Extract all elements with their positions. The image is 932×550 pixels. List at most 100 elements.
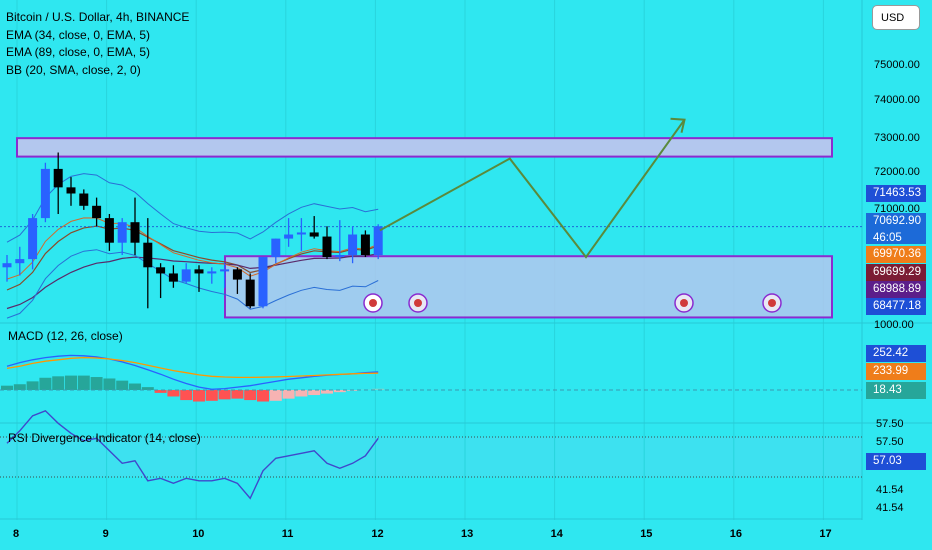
price-tag: 69699.29 xyxy=(866,264,926,281)
candle-body xyxy=(271,238,281,258)
symbol-title: Bitcoin / U.S. Dollar, 4h, BINANCE xyxy=(6,10,190,24)
time-tick-label: 14 xyxy=(550,528,563,540)
time-tick-label: 11 xyxy=(281,528,294,540)
macd-bar xyxy=(333,390,346,393)
macd-bar xyxy=(231,390,244,399)
macd-bar xyxy=(26,381,39,390)
price-tag-value: 69699.29 xyxy=(873,266,921,278)
price-tag: 69970.36 xyxy=(866,246,926,263)
candle-body xyxy=(296,232,306,235)
macd-bar xyxy=(257,390,269,402)
bb-upper xyxy=(6,173,379,243)
economic-event-icon xyxy=(408,293,428,313)
rsi-band xyxy=(0,437,862,477)
macd-bar xyxy=(1,385,13,390)
resistance-zone xyxy=(16,137,833,158)
candle-body xyxy=(309,232,319,237)
macd-line xyxy=(6,354,379,390)
macd-bar xyxy=(295,390,308,397)
signal-line xyxy=(6,356,379,379)
time-tick-label: 17 xyxy=(819,528,832,540)
price-tick-label: 74000.00 xyxy=(874,94,920,106)
price-tag: 71463.53 xyxy=(866,185,926,202)
macd-bar xyxy=(372,388,385,390)
bb-legend: BB (20, SMA, close, 2, 0) xyxy=(6,62,141,77)
candle-body xyxy=(207,271,217,274)
candle-body xyxy=(220,269,230,272)
macd-bar xyxy=(205,390,218,401)
price-tag: 57.03 xyxy=(866,453,926,470)
rsi-tick-label: 57.50 xyxy=(876,418,904,430)
rsi-title: RSI Divergence Indicator (14, close) xyxy=(8,431,201,445)
candle-body xyxy=(232,269,242,280)
macd-bar xyxy=(65,375,77,390)
macd-bar xyxy=(167,390,180,397)
price-tick-label: 75000.00 xyxy=(874,59,920,71)
price-tag-value: 233.99 xyxy=(873,365,909,377)
candle-body xyxy=(181,269,191,282)
currency-selector[interactable]: USD xyxy=(872,5,920,30)
ema34-line xyxy=(6,225,379,291)
macd-bar xyxy=(90,377,103,390)
projection-arrowhead xyxy=(670,117,686,133)
price-tag-value: 70692.90 xyxy=(873,215,921,227)
macd-bar xyxy=(154,390,167,393)
candle-body xyxy=(373,226,383,255)
time-tick-label: 12 xyxy=(371,528,384,540)
price-tag-value: 57.03 xyxy=(873,455,902,467)
price-tag-value: 252.42 xyxy=(873,347,909,359)
ema89-line xyxy=(6,253,379,310)
price-tag: 70692.90 46:05 xyxy=(866,213,926,244)
bb-basis xyxy=(6,217,379,280)
price-tag-value: 68477.18 xyxy=(873,300,921,312)
price-tag: 252.42 xyxy=(866,345,926,362)
candle-body xyxy=(117,222,127,243)
macd-bar xyxy=(103,378,116,390)
economic-event-icon xyxy=(762,293,782,313)
macd-bar xyxy=(52,376,65,390)
macd-bar xyxy=(282,390,295,399)
macd-bar xyxy=(193,390,205,402)
countdown-timer: 46:05 xyxy=(873,232,902,244)
candle-body xyxy=(28,218,38,260)
macd-bar xyxy=(77,375,90,390)
support-zone xyxy=(224,255,833,319)
macd-bar xyxy=(180,390,193,401)
price-tick-label: 1000.00 xyxy=(874,319,914,331)
price-tick-label: 73000.00 xyxy=(874,132,920,144)
ema89-legend: EMA (89, close, 0, EMA, 5) xyxy=(6,45,151,59)
candle-body xyxy=(245,279,255,307)
rsi-line xyxy=(6,409,379,500)
candle-body xyxy=(15,259,25,264)
candle-body xyxy=(335,255,345,258)
candle-body xyxy=(92,205,102,219)
dividend-icon xyxy=(363,293,383,313)
economic-event-icon xyxy=(674,293,694,313)
rsi-tick-label: 57.50 xyxy=(876,436,904,448)
rsi-tick-label: 41.54 xyxy=(876,502,904,514)
macd-bar xyxy=(308,390,321,396)
macd-bar xyxy=(13,384,26,390)
price-tick-label: 72000.00 xyxy=(874,166,920,178)
time-tick-label: 16 xyxy=(729,528,743,540)
price-tag: 68988.89 xyxy=(866,281,926,298)
ema34-legend: EMA (34, close, 0, EMA, 5) xyxy=(6,27,151,42)
candle-body xyxy=(66,187,76,194)
macd-bar xyxy=(244,390,257,401)
candle-body xyxy=(284,234,294,239)
macd-bar xyxy=(321,390,333,394)
projection-path xyxy=(379,119,686,259)
macd-bar xyxy=(39,377,52,390)
macd-bar xyxy=(269,390,282,401)
candle-body xyxy=(348,234,358,255)
candle-body xyxy=(156,267,166,274)
macd-bar xyxy=(141,387,154,390)
time-tick-label: 9 xyxy=(102,528,109,540)
candle-body xyxy=(168,273,178,282)
bb-lower xyxy=(6,249,379,319)
time-tick-label: 8 xyxy=(13,528,20,540)
candle-body xyxy=(258,257,268,307)
price-tag: 18.43 xyxy=(866,382,926,399)
macd-bar xyxy=(116,380,129,390)
